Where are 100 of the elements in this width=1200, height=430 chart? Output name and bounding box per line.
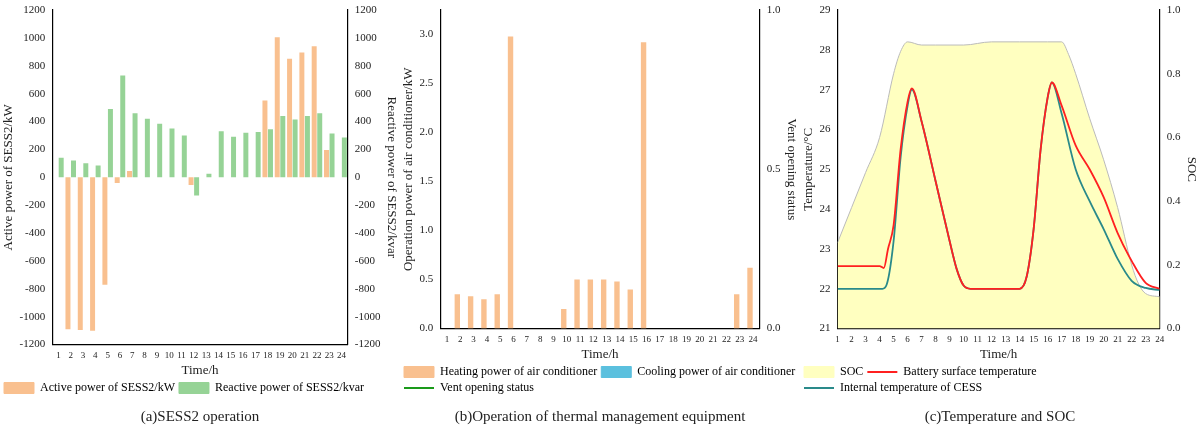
y-tick-label: -600 [25, 253, 46, 266]
x-tick-label: 3 [863, 334, 869, 345]
y-tick-label: 600 [28, 86, 46, 99]
bar [144, 118, 150, 178]
x-tick-label: 13 [201, 350, 212, 361]
y2-tick-label: 1200 [354, 2, 378, 15]
y2-tick-label: -1200 [354, 337, 381, 350]
bar [181, 135, 187, 178]
x-tick-label: 22 [1127, 334, 1137, 345]
x-tick-label: 23 [1141, 334, 1151, 345]
legend-label: Active power of SESS2/kW [40, 380, 176, 395]
y-axis-title: Temperature/°C [800, 127, 816, 211]
x-tick-label: 23 [324, 350, 335, 361]
y-tick-label: 1000 [23, 30, 46, 43]
y-tick-label: -1200 [19, 337, 46, 350]
y2-axis-title: SOC [1184, 156, 1200, 182]
x-tick-label: 14 [213, 350, 224, 361]
y-tick-label: 21 [819, 321, 831, 334]
bar [231, 136, 237, 178]
x-tick-label: 22 [312, 350, 322, 361]
bar [481, 299, 487, 329]
y2-tick-label: 0 [354, 170, 361, 183]
y-tick-label: 400 [28, 114, 46, 127]
x-tick-label: 18 [668, 334, 679, 345]
x-tick-label: 18 [1071, 334, 1081, 345]
bar [640, 42, 647, 329]
bar [614, 281, 620, 329]
bar [65, 177, 71, 330]
bar [120, 75, 126, 178]
y-tick-label: -1000 [19, 309, 46, 322]
y-tick-label: 1.0 [419, 223, 434, 236]
x-tick-label: 1 [835, 334, 840, 345]
x-tick-label: 11 [973, 334, 982, 345]
y-tick-label: 24 [819, 202, 832, 215]
x-tick-label: 10 [164, 350, 175, 361]
text: (c)Temperature and SOC [924, 407, 1076, 425]
y-tick-label: 1200 [23, 2, 46, 15]
y-tick-label: 27 [819, 82, 832, 95]
x-axis-title: Time/h [980, 345, 1018, 361]
x-tick-label: 11 [575, 334, 585, 345]
y2-tick-label: 0.5 [766, 162, 781, 175]
x-tick-label: 7 [524, 334, 530, 345]
x-tick-label: 4 [93, 350, 99, 361]
y2-tick-label: 400 [354, 114, 372, 127]
x-tick-label: 24 [748, 334, 758, 345]
legend-label: Cooling power of air conditioner [637, 364, 796, 379]
y-tick-label: 22 [819, 281, 831, 294]
y-tick-label: 3.0 [419, 27, 434, 40]
x-tick-label: 24 [337, 350, 347, 361]
x-tick-label: 5 [891, 334, 897, 345]
y-tick-label: 800 [28, 58, 46, 71]
legend-label: Vent opening status [440, 380, 535, 395]
y-tick-label: 29 [819, 2, 832, 15]
y2-axis-title: Reactive power of SESS2/kvar [384, 96, 400, 259]
bar [83, 163, 89, 178]
y2-tick-label: 1.0 [1166, 2, 1181, 15]
x-tick-label: 6 [511, 334, 517, 345]
y2-tick-label: 0.8 [1166, 66, 1181, 79]
y-tick-label: -200 [25, 198, 46, 211]
bar [587, 279, 594, 329]
x-tick-label: 9 [154, 350, 160, 361]
x-tick-label: 10 [562, 334, 572, 345]
x-tick-label: 8 [142, 350, 148, 361]
x-axis-title: Time/h [181, 361, 220, 377]
bar [311, 46, 317, 178]
y2-tick-label: 0.0 [1166, 321, 1181, 334]
x-tick-label: 20 [695, 334, 705, 345]
x-tick-label: 8 [537, 334, 543, 345]
x-tick-label: 19 [275, 350, 286, 361]
x-tick-label: 11 [177, 350, 186, 361]
bar [77, 177, 83, 330]
bar [627, 289, 633, 329]
bar [274, 37, 280, 178]
x-tick-label: 14 [615, 334, 625, 345]
bar [132, 113, 138, 178]
text: (b)Operation of thermal management equipment [454, 407, 747, 425]
bar [299, 52, 305, 178]
bar [157, 123, 163, 178]
x-tick-label: 14 [1015, 334, 1025, 345]
x-tick-label: 20 [287, 350, 298, 361]
bar [507, 36, 514, 329]
x-tick-label: 6 [117, 350, 123, 361]
y2-tick-label: 1000 [354, 30, 378, 43]
bar [243, 132, 249, 178]
x-tick-label: 16 [238, 350, 249, 361]
x-tick-label: 1 [444, 334, 450, 345]
bar [218, 131, 224, 178]
y2-tick-label: -1000 [354, 309, 381, 322]
x-tick-label: 17 [655, 334, 665, 345]
y-tick-label: 2.0 [419, 125, 434, 138]
x-tick-label: 21 [708, 334, 718, 345]
y-tick-label: -800 [25, 281, 46, 294]
y-tick-label: 28 [819, 42, 832, 55]
y2-tick-label: 0.4 [1166, 194, 1181, 207]
legend-label: Internal temperature of CESS [840, 380, 983, 395]
x-axis-title: Time/h [581, 345, 620, 361]
y-axis-title: Active power of SESS2/kW [0, 103, 16, 251]
bar [58, 157, 64, 178]
y2-tick-label: -200 [354, 198, 376, 211]
bar [90, 177, 96, 331]
